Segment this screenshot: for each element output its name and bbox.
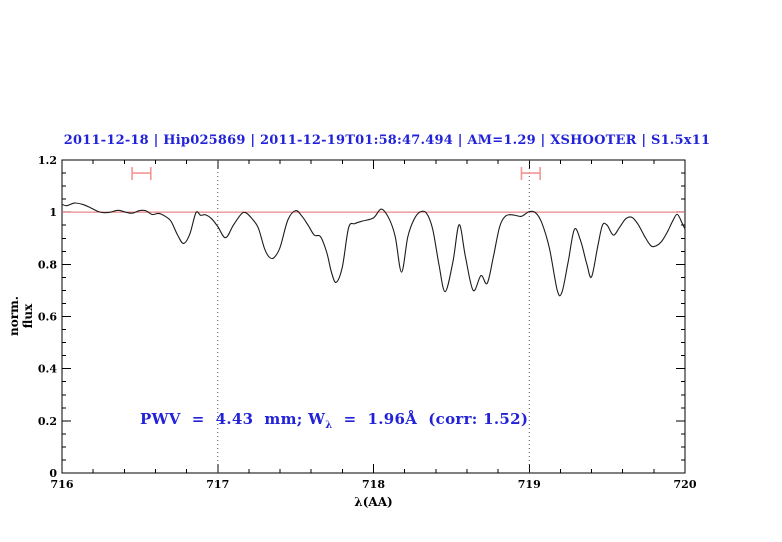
y-tick-label: 0.8 (38, 258, 57, 271)
range-marker (520, 167, 541, 181)
y-tick-label: 0 (49, 467, 57, 480)
pwv-annotation-prefix: PWV = 4.43 mm; W (140, 410, 326, 428)
x-tick-label: 718 (362, 478, 385, 491)
y-axis-label: norm. flux (7, 296, 35, 336)
pwv-annotation-suffix: = 1.96Å (corr: 1.52) (332, 410, 529, 428)
range-marker (131, 167, 152, 181)
x-axis-label: λ(AA) (354, 495, 393, 509)
y-tick-label: 0.6 (38, 311, 57, 324)
y-tick-label: 1 (49, 206, 57, 219)
axes-group (61, 159, 686, 474)
plot-title: 2011-12-18 | Hip025869 | 2011-12-19T01:5… (63, 133, 711, 148)
x-tick-label: 720 (674, 478, 697, 491)
pwv-annotation: PWV = 4.43 mm; Wλ = 1.96Å (corr: 1.52) (140, 410, 529, 431)
spectrum-line (61, 202, 686, 297)
lambda-subscript: λ (325, 420, 333, 431)
x-tick-label: 719 (518, 478, 541, 491)
y-tick-label: 0.2 (38, 415, 57, 428)
y-tick-label: 1.2 (38, 154, 57, 167)
x-tick-label: 716 (51, 478, 74, 491)
x-tick-label: 717 (206, 478, 229, 491)
y-tick-label: 0.4 (38, 363, 57, 376)
